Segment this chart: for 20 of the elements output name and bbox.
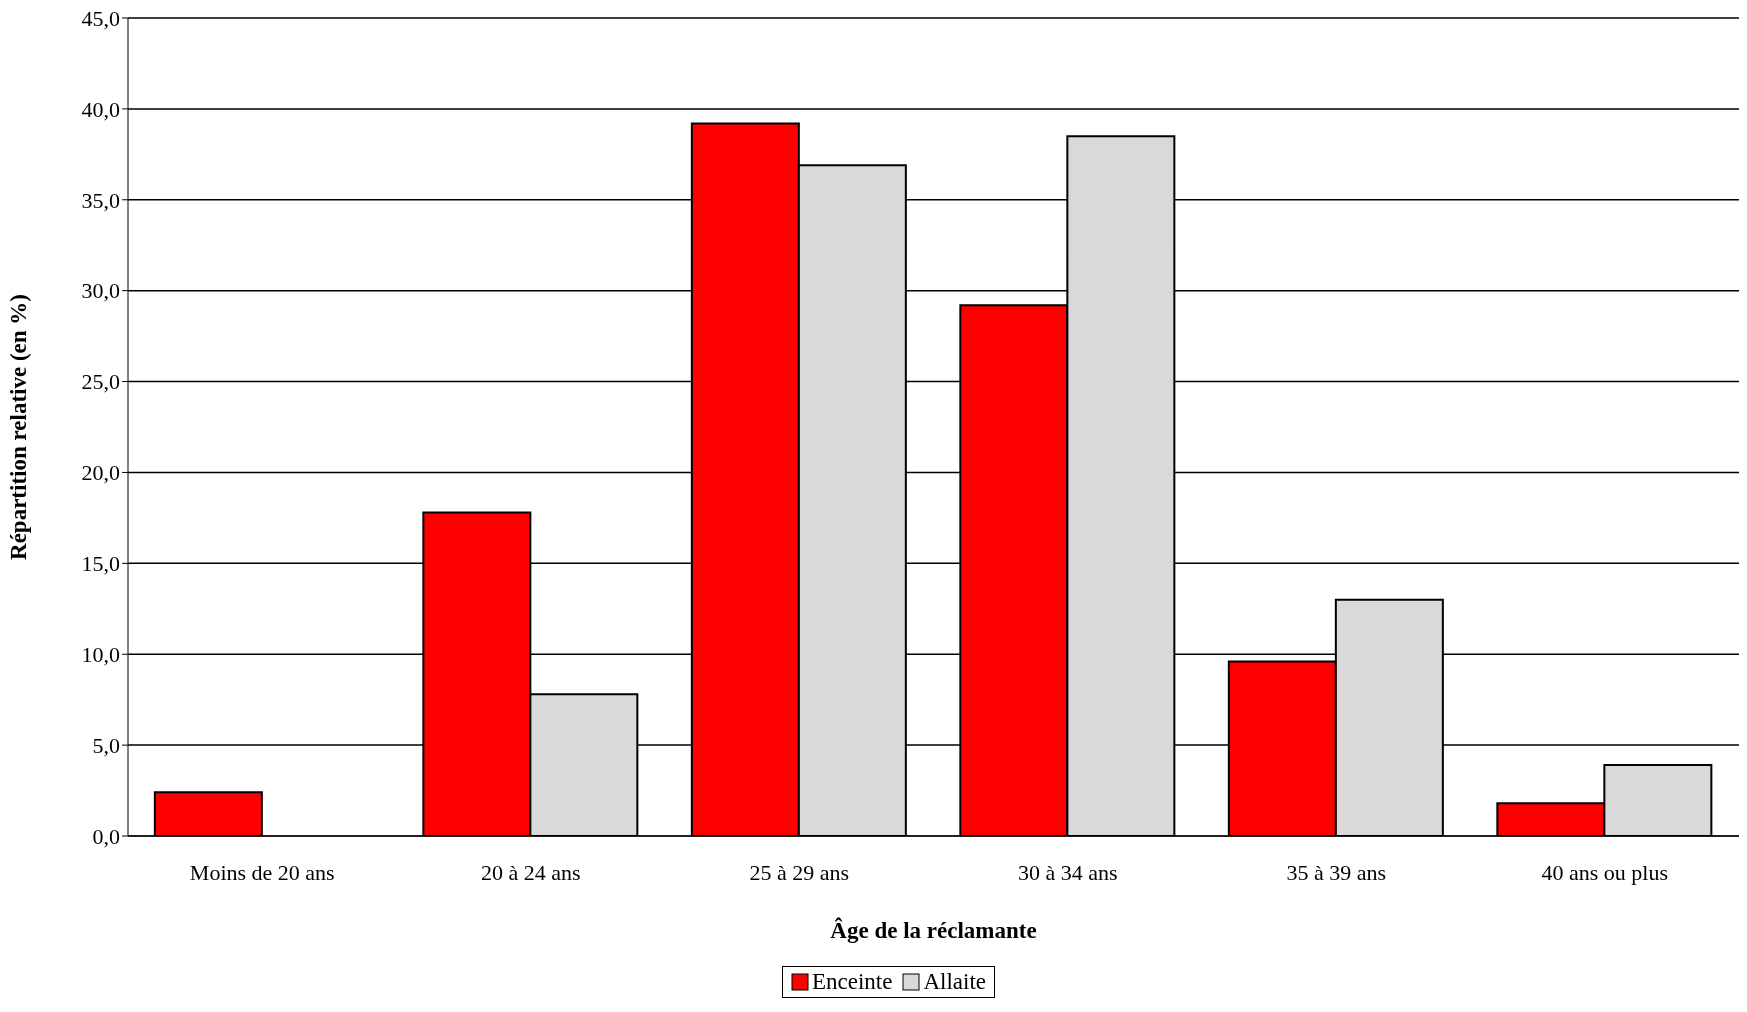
y-tick-label: 30,0 bbox=[81, 278, 120, 304]
legend-label: Allaite bbox=[922, 969, 987, 995]
x-tick-label: 35 à 39 ans bbox=[1286, 859, 1387, 885]
x-tick-label: 30 à 34 ans bbox=[1017, 859, 1118, 885]
y-tick-label: 20,0 bbox=[81, 460, 120, 486]
y-axis-title: Répartition relative (en %) bbox=[6, 294, 32, 560]
y-tick-label: 0,0 bbox=[92, 823, 120, 849]
y-tick-label: 10,0 bbox=[81, 642, 120, 668]
x-tick-label: 25 à 29 ans bbox=[749, 859, 850, 885]
y-tick-label: 40,0 bbox=[81, 96, 120, 122]
x-tick-label: Moins de 20 ans bbox=[189, 859, 335, 885]
x-tick-label: 40 ans ou plus bbox=[1541, 859, 1668, 885]
y-tick-label: 15,0 bbox=[81, 551, 120, 577]
y-tick-label: 5,0 bbox=[92, 732, 120, 758]
x-axis-title: Âge de la réclamante bbox=[830, 917, 1037, 943]
y-tick-label: 45,0 bbox=[81, 5, 120, 31]
x-tick-label: 20 à 24 ans bbox=[480, 859, 581, 885]
y-tick-label: 25,0 bbox=[81, 369, 120, 395]
y-tick-label: 35,0 bbox=[81, 187, 120, 213]
legend-label: Enceinte bbox=[810, 969, 893, 995]
